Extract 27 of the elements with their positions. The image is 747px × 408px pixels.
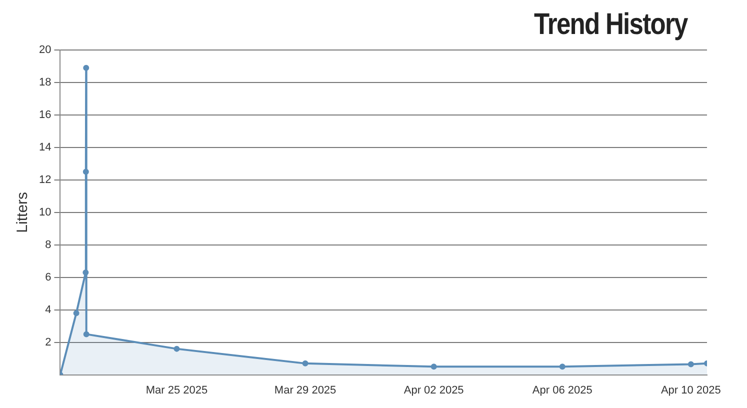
point — [430, 364, 437, 370]
y-tick-label: 18 — [38, 76, 52, 89]
point — [82, 168, 89, 175]
x-tick-label: Apr 06 2025 — [532, 384, 592, 396]
x-tick-label: Apr 10 2025 — [660, 384, 721, 396]
y-tick-label: 12 — [38, 174, 52, 186]
y-tick-label: 6 — [45, 271, 52, 284]
y-axis-title: Litters — [14, 192, 32, 233]
y-tick-label: 4 — [45, 304, 52, 316]
y-tick-label: 14 — [38, 141, 52, 154]
y-tick-label: 10 — [38, 206, 52, 218]
point — [73, 310, 80, 316]
x-tick-label: Mar 29 2025 — [274, 384, 336, 396]
point — [82, 269, 89, 276]
y-tick-label: 2 — [45, 336, 52, 348]
x-tick-label: Apr 02 2025 — [404, 384, 464, 396]
point — [83, 64, 90, 71]
chart-title: Trend History — [534, 8, 687, 42]
y-tick-label: 20 — [38, 44, 52, 56]
point — [688, 361, 694, 368]
x-tick-label: Mar 25 2025 — [146, 384, 208, 396]
point — [174, 346, 180, 352]
point — [83, 331, 90, 338]
point — [302, 360, 308, 366]
y-tick-label: 8 — [45, 238, 52, 251]
point — [559, 364, 566, 370]
y-tick-label: 16 — [38, 108, 52, 121]
